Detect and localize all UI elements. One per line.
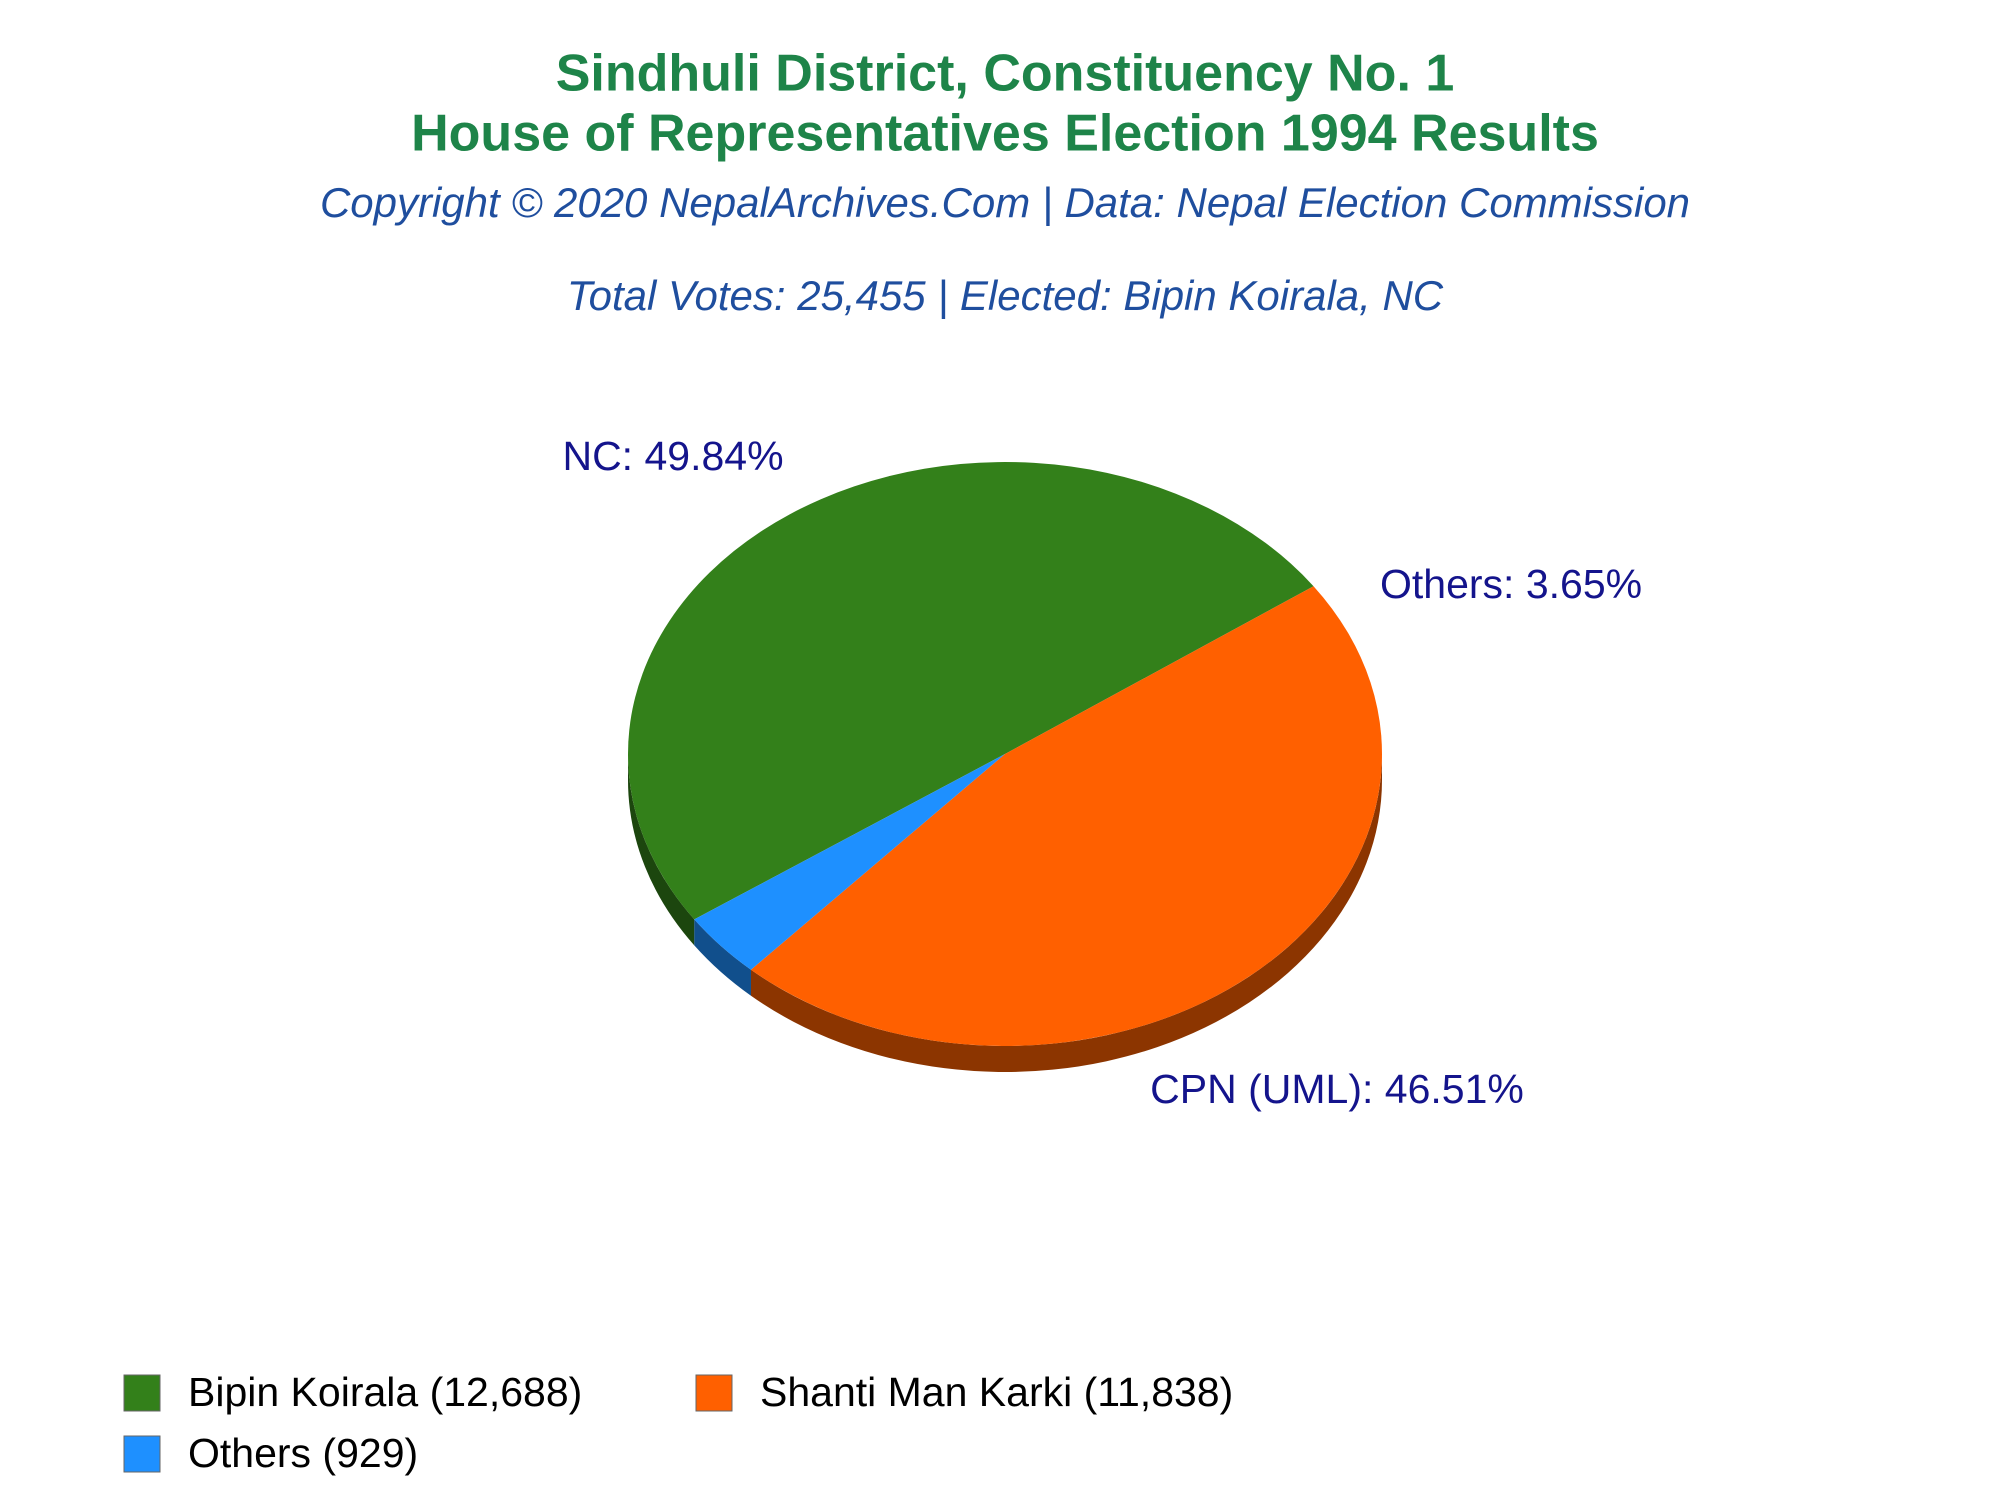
slice-side <box>694 919 751 996</box>
chart-title-line-2: House of Representatives Election 1994 R… <box>411 105 1599 163</box>
legend-label: Bipin Koirala (12,688) <box>188 1369 582 1415</box>
pie-sides <box>628 754 1382 1072</box>
pie-slice <box>694 754 1005 970</box>
legend: Bipin Koirala (12,688) Shanti Man Karki (… <box>123 1369 1233 1476</box>
pie-slice <box>750 586 1382 1046</box>
slice-side <box>750 754 1382 1072</box>
chart-title: Sindhuli District, Constituency No. 1 <box>556 45 1455 103</box>
slice-label: Others: 3.65% <box>1380 561 1642 607</box>
chart-subtitle: Copyright © 2020 NepalArchives.Com | Dat… <box>320 179 1690 227</box>
slice-labels: NC: 49.84% CPN (UML): 46.51% Others: 3.65% <box>562 433 1642 1112</box>
legend-label: Shanti Man Karki (11,838) <box>760 1369 1233 1415</box>
chart-subtitle-line-2: Total Votes: 25,455 | Elected: Bipin Koi… <box>567 272 1444 320</box>
slice-label: NC: 49.84% <box>562 433 783 479</box>
slice-side <box>628 754 695 946</box>
legend-swatch <box>123 1435 161 1473</box>
legend-swatch <box>695 1374 733 1412</box>
legend-label: Others (929) <box>188 1430 418 1476</box>
pie-slice <box>628 462 1314 920</box>
pie-slices <box>628 462 1382 1046</box>
slice-label: CPN (UML): 46.51% <box>1150 1066 1524 1112</box>
legend-swatch <box>123 1374 161 1412</box>
